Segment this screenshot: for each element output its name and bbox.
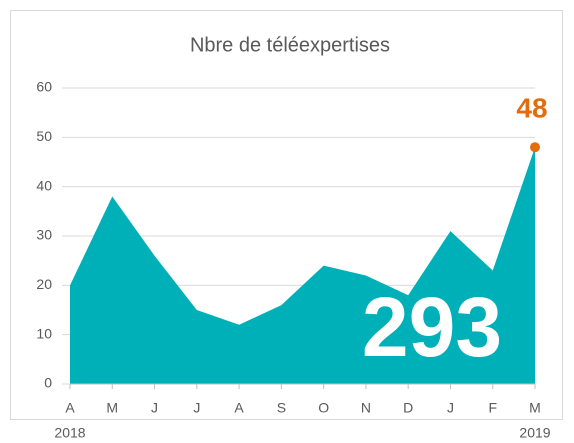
x-tick-label: M <box>106 400 118 416</box>
highlight-point <box>530 142 540 153</box>
y-tick-label: 60 <box>36 79 52 95</box>
x-tick-label: M <box>529 400 541 416</box>
x-tick-label: O <box>318 400 329 416</box>
y-tick-label: 30 <box>36 227 52 243</box>
x-tick-label: A <box>234 400 244 416</box>
x-tick-label: J <box>193 400 200 416</box>
x-tick-label: J <box>151 400 158 416</box>
y-tick-label: 10 <box>36 325 52 341</box>
y-tick-label: 40 <box>36 177 52 193</box>
annotation: 293 <box>362 280 502 374</box>
area <box>70 147 535 384</box>
x-tick-label: F <box>488 400 497 416</box>
x-tick-label: J <box>447 400 454 416</box>
y-tick-label: 20 <box>36 276 52 292</box>
y-tick-label: 0 <box>44 375 52 391</box>
data-label: 48 <box>516 93 547 124</box>
x-tick-label: S <box>277 400 286 416</box>
year-label: 2018 <box>54 425 85 441</box>
x-tick-label: D <box>403 400 413 416</box>
x-tick-label: A <box>65 400 75 416</box>
x-tick-label: N <box>361 400 371 416</box>
y-tick-label: 50 <box>36 128 52 144</box>
chart-title: Nbre de téléexpertises <box>190 34 390 56</box>
year-label: 2019 <box>519 425 550 441</box>
